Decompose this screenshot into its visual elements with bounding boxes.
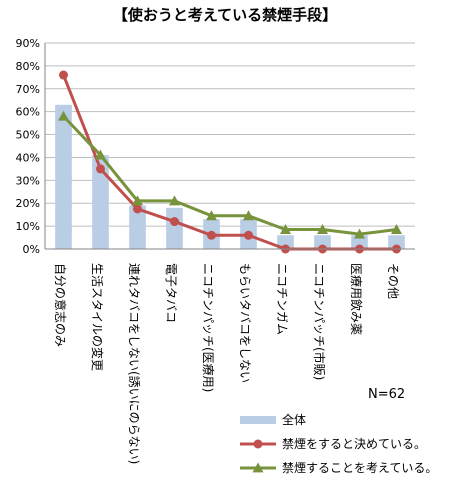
y-tick-label: 20% (16, 197, 40, 210)
legend-label: 禁煙することを考えている。 (282, 461, 437, 475)
series-line (62, 115, 397, 236)
y-axis-ticks: 0% 10% 20% 30% 40% 50% 60% 70% 80% 90% (16, 37, 40, 256)
triangle-point (391, 224, 402, 234)
circle-point (96, 164, 105, 174)
triangle-point (132, 195, 143, 206)
y-tick-label: 60% (16, 106, 40, 119)
circle-point (59, 70, 68, 80)
bar-series (55, 104, 405, 249)
circle-point (170, 217, 179, 227)
legend-label: 全体 (282, 412, 306, 427)
triangle-point (354, 228, 365, 239)
x-category-label: 医療用飲み薬 (349, 263, 364, 335)
sample-size-note: N=62 (368, 387, 405, 402)
triangle-point (95, 149, 106, 160)
series-line (62, 74, 397, 251)
triangle-point (280, 224, 291, 234)
x-category-label: ニコチンパッチ(市販) (312, 263, 327, 380)
y-tick-label: 30% (16, 174, 40, 187)
y-tick-label: 0% (23, 243, 40, 256)
x-category-label: もらいタバコをしない (238, 263, 252, 383)
bar (129, 205, 146, 249)
legend-swatch (240, 416, 276, 424)
triangle-point (58, 110, 69, 121)
x-category-label: ニコチンパッチ(医療用) (201, 263, 215, 392)
x-category-label: 自分の意志のみ (53, 263, 68, 347)
legend-marker (252, 462, 264, 473)
circle-point (207, 230, 216, 240)
x-category-label: 連れタバコをしない(誘いにのらない) (127, 263, 141, 464)
legend-marker (253, 439, 263, 449)
legend-label: 禁煙をすると決めている。 (282, 437, 426, 451)
circle-point (133, 204, 142, 214)
y-tick-label: 70% (16, 83, 40, 96)
bar (92, 155, 109, 249)
triangle-point (169, 195, 180, 206)
y-tick-label: 10% (16, 220, 40, 233)
triangle-point (243, 210, 254, 221)
x-axis-categories: 自分の意志のみ 生活スタイルの変更 連れタバコをしない(誘いにのらない) 電子タバコ ニ… (53, 263, 400, 464)
bar (277, 235, 294, 249)
bar (166, 207, 183, 249)
bar (351, 235, 368, 249)
bar (314, 235, 331, 249)
x-category-label: その他 (386, 263, 400, 299)
triangle-point (206, 210, 217, 221)
triangle-point (317, 224, 328, 234)
y-tick-label: 80% (16, 60, 40, 73)
x-category-label: 生活スタイルの変更 (90, 263, 105, 371)
y-tick-label: 40% (16, 151, 40, 164)
x-category-label: ニコチンガム (275, 263, 289, 335)
y-tick-label: 90% (16, 37, 40, 50)
y-tick-label: 50% (16, 129, 40, 142)
circle-point (244, 230, 253, 240)
line-series (45, 70, 415, 254)
x-category-label: 電子タバコ (164, 263, 178, 323)
bar (55, 104, 72, 249)
bar (388, 235, 405, 249)
chart-title: 【使おうと考えている禁煙手段】 (113, 6, 337, 24)
